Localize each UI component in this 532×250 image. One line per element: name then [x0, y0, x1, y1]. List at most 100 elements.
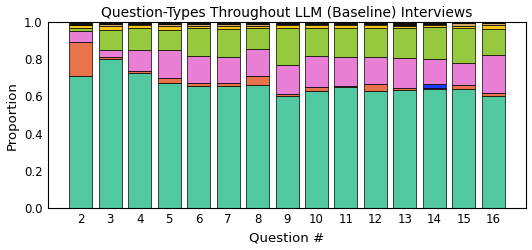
- Bar: [452, 24, 475, 26]
- Bar: [305, 56, 328, 87]
- Bar: [69, 32, 93, 42]
- Bar: [69, 42, 93, 76]
- Bar: [246, 26, 269, 28]
- Bar: [187, 84, 210, 86]
- Bar: [187, 24, 210, 26]
- Bar: [187, 22, 210, 24]
- Bar: [276, 28, 298, 65]
- Bar: [364, 24, 387, 26]
- Bar: [128, 24, 151, 26]
- Bar: [69, 28, 93, 32]
- Bar: [99, 22, 122, 24]
- Bar: [157, 22, 181, 24]
- Bar: [128, 72, 151, 73]
- Bar: [246, 28, 269, 48]
- Bar: [481, 96, 505, 208]
- Bar: [128, 26, 151, 28]
- Bar: [364, 26, 387, 28]
- Bar: [335, 28, 358, 57]
- Bar: [481, 93, 505, 96]
- Bar: [69, 76, 93, 208]
- Bar: [217, 84, 239, 86]
- Bar: [157, 50, 181, 78]
- Bar: [423, 58, 446, 84]
- Bar: [452, 28, 475, 63]
- Bar: [452, 26, 475, 28]
- Bar: [481, 28, 505, 55]
- Bar: [364, 91, 387, 208]
- Bar: [305, 28, 328, 56]
- Bar: [157, 84, 181, 208]
- Bar: [305, 24, 328, 26]
- Bar: [364, 84, 387, 91]
- Bar: [157, 24, 181, 26]
- Bar: [393, 22, 417, 25]
- Bar: [335, 86, 358, 87]
- Bar: [276, 24, 298, 26]
- Bar: [335, 57, 358, 86]
- Bar: [305, 22, 328, 24]
- Bar: [393, 90, 417, 208]
- Bar: [452, 90, 475, 208]
- Bar: [335, 26, 358, 28]
- Bar: [69, 24, 93, 25]
- Bar: [481, 55, 505, 93]
- Bar: [99, 59, 122, 208]
- Bar: [452, 85, 475, 89]
- Bar: [276, 22, 298, 24]
- Bar: [187, 86, 210, 208]
- Bar: [128, 73, 151, 208]
- Bar: [217, 86, 239, 208]
- Bar: [217, 22, 239, 24]
- Bar: [187, 26, 210, 28]
- Bar: [99, 26, 122, 30]
- Bar: [364, 28, 387, 57]
- Bar: [217, 56, 239, 84]
- Bar: [246, 85, 269, 208]
- Bar: [423, 22, 446, 24]
- Bar: [99, 24, 122, 26]
- Bar: [128, 28, 151, 50]
- Bar: [364, 57, 387, 84]
- Y-axis label: Proportion: Proportion: [5, 81, 19, 150]
- Bar: [128, 22, 151, 24]
- Bar: [452, 22, 475, 24]
- Bar: [393, 88, 417, 90]
- Bar: [276, 65, 298, 94]
- Bar: [246, 48, 269, 76]
- Bar: [157, 26, 181, 30]
- Bar: [69, 26, 93, 28]
- Bar: [335, 22, 358, 24]
- Bar: [157, 78, 181, 84]
- Bar: [423, 89, 446, 208]
- Title: Question-Types Throughout LLM (Baseline) Interviews: Question-Types Throughout LLM (Baseline)…: [101, 6, 473, 20]
- Bar: [217, 24, 239, 26]
- Bar: [481, 22, 505, 23]
- Bar: [305, 26, 328, 28]
- Bar: [305, 90, 328, 208]
- Bar: [187, 56, 210, 84]
- Bar: [364, 22, 387, 24]
- Bar: [423, 84, 446, 87]
- Bar: [246, 24, 269, 26]
- Bar: [305, 87, 328, 90]
- Bar: [393, 58, 417, 88]
- X-axis label: Question #: Question #: [250, 232, 325, 244]
- Bar: [99, 30, 122, 50]
- Bar: [393, 24, 417, 26]
- Bar: [423, 88, 446, 89]
- Bar: [481, 23, 505, 24]
- Bar: [393, 28, 417, 58]
- Bar: [276, 94, 298, 96]
- Bar: [481, 24, 505, 28]
- Bar: [276, 26, 298, 28]
- Bar: [187, 28, 210, 56]
- Bar: [393, 26, 417, 28]
- Bar: [335, 87, 358, 208]
- Bar: [157, 30, 181, 50]
- Bar: [246, 76, 269, 85]
- Bar: [335, 24, 358, 26]
- Bar: [276, 96, 298, 208]
- Bar: [99, 58, 122, 59]
- Bar: [423, 27, 446, 58]
